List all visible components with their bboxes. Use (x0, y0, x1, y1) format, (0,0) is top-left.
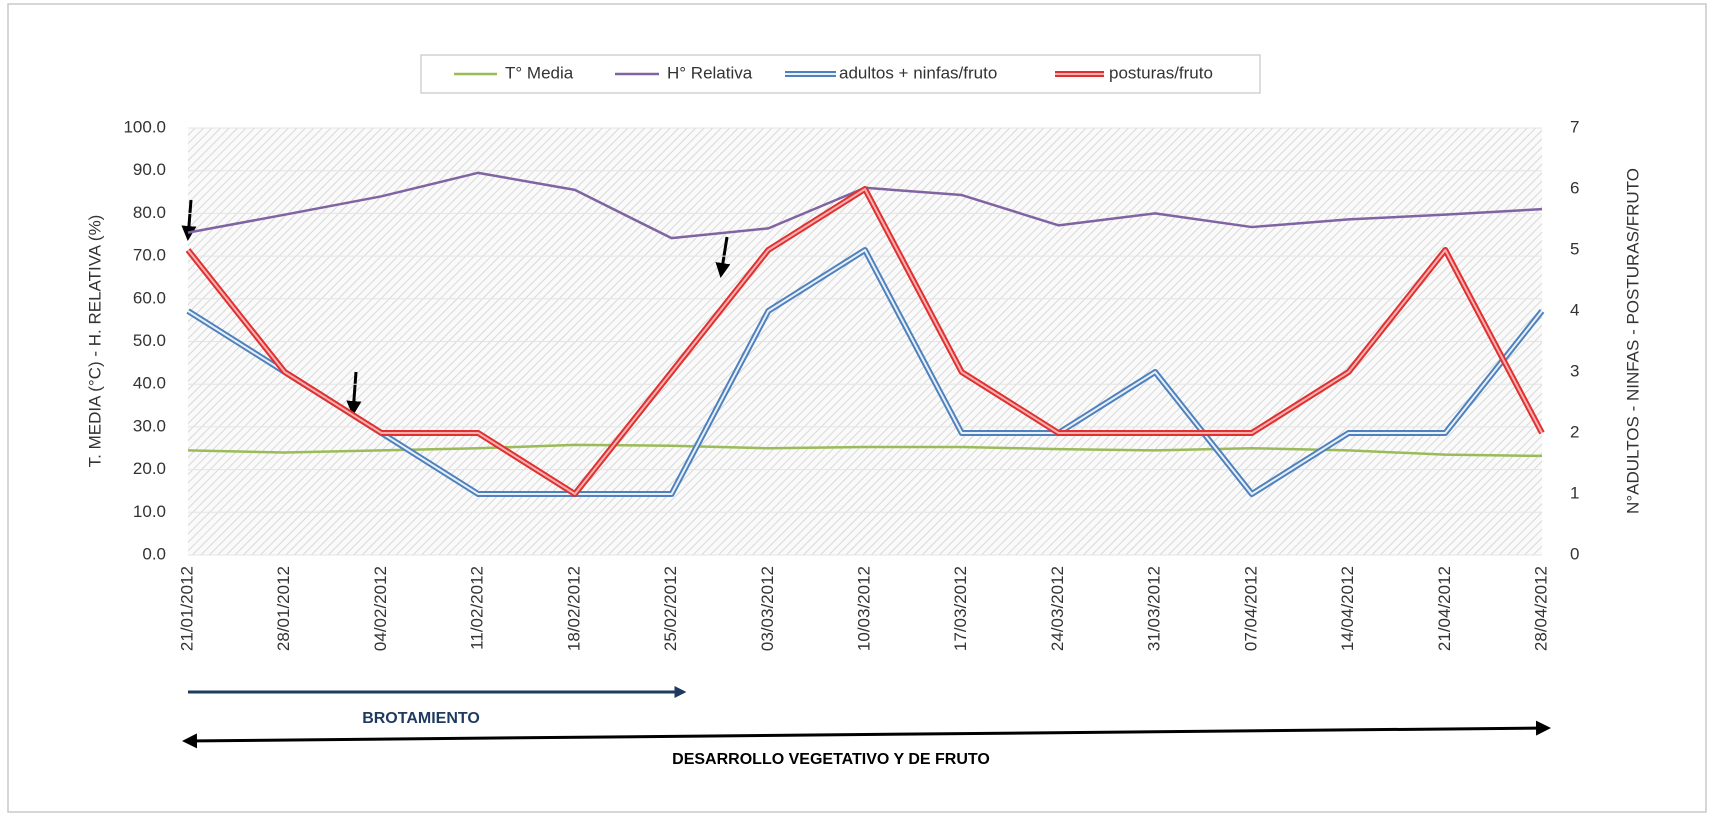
x-tick-label: 11/02/2012 (468, 566, 487, 650)
legend-label: H° Relativa (667, 63, 753, 82)
y2-tick-label: 2 (1570, 422, 1579, 441)
x-tick-label: 28/01/2012 (274, 566, 293, 651)
x-tick-label: 25/02/2012 (661, 566, 680, 651)
y2-tick-label: 6 (1570, 178, 1579, 197)
y2-tick-label: 0 (1570, 544, 1579, 563)
y-tick-label: 80.0 (133, 203, 166, 222)
y2-tick-label: 4 (1570, 300, 1579, 319)
legend-label: adultos + ninfas/fruto (839, 63, 997, 82)
x-tick-label: 10/03/2012 (854, 566, 873, 651)
y2-tick-label: 7 (1570, 117, 1579, 136)
x-tick-label: 17/03/2012 (951, 566, 970, 651)
series-line-inner (187, 249, 1543, 495)
x-tick-label: 03/03/2012 (758, 566, 777, 651)
y-tick-label: 30.0 (133, 416, 166, 435)
y-tick-label: 50.0 (133, 331, 166, 350)
period-arrow (182, 720, 1551, 749)
series-line-inner (187, 188, 1543, 495)
y-tick-label: 10.0 (133, 502, 166, 521)
y-tick-label: 0.0 (142, 544, 166, 563)
y-tick-label: 40.0 (133, 374, 166, 393)
x-tick-label: 24/03/2012 (1048, 566, 1067, 651)
y-axis-label: T. MEDIA (°C) - H. RELATIVA (%) (85, 215, 104, 468)
arrow (346, 371, 362, 416)
y-tick-label: 90.0 (133, 160, 166, 179)
y2-axis-label: N°ADULTOS - NINFAS - POSTURAS/FRUTO (1623, 168, 1642, 514)
x-tick-label: 18/02/2012 (564, 566, 583, 651)
series-line (187, 443, 1543, 458)
y2-tick-label: 5 (1570, 239, 1579, 258)
legend-label: T° Media (505, 63, 574, 82)
y2-tick-label: 1 (1570, 483, 1579, 502)
legend-box (420, 54, 1261, 94)
x-tick-label: 21/04/2012 (1435, 566, 1454, 651)
x-tick-label: 14/04/2012 (1338, 566, 1357, 651)
x-tick-label: 07/04/2012 (1241, 566, 1260, 651)
x-tick-label: 21/01/2012 (177, 566, 196, 651)
y-tick-label: 100.0 (123, 117, 166, 136)
legend-label: posturas/fruto (1109, 63, 1213, 82)
y2-tick-label: 3 (1570, 361, 1579, 380)
annotation: DESARROLLO VEGETATIVO Y DE FRUTO (672, 751, 990, 768)
y-tick-label: 60.0 (133, 288, 166, 307)
x-tick-label: 31/03/2012 (1145, 566, 1164, 651)
y-tick-label: 20.0 (133, 459, 166, 478)
x-tick-label: 04/02/2012 (371, 566, 390, 651)
annotation: BROTAMIENTO (362, 710, 480, 727)
y-tick-label: 70.0 (133, 246, 166, 265)
x-tick-label: 28/04/2012 (1531, 566, 1550, 651)
